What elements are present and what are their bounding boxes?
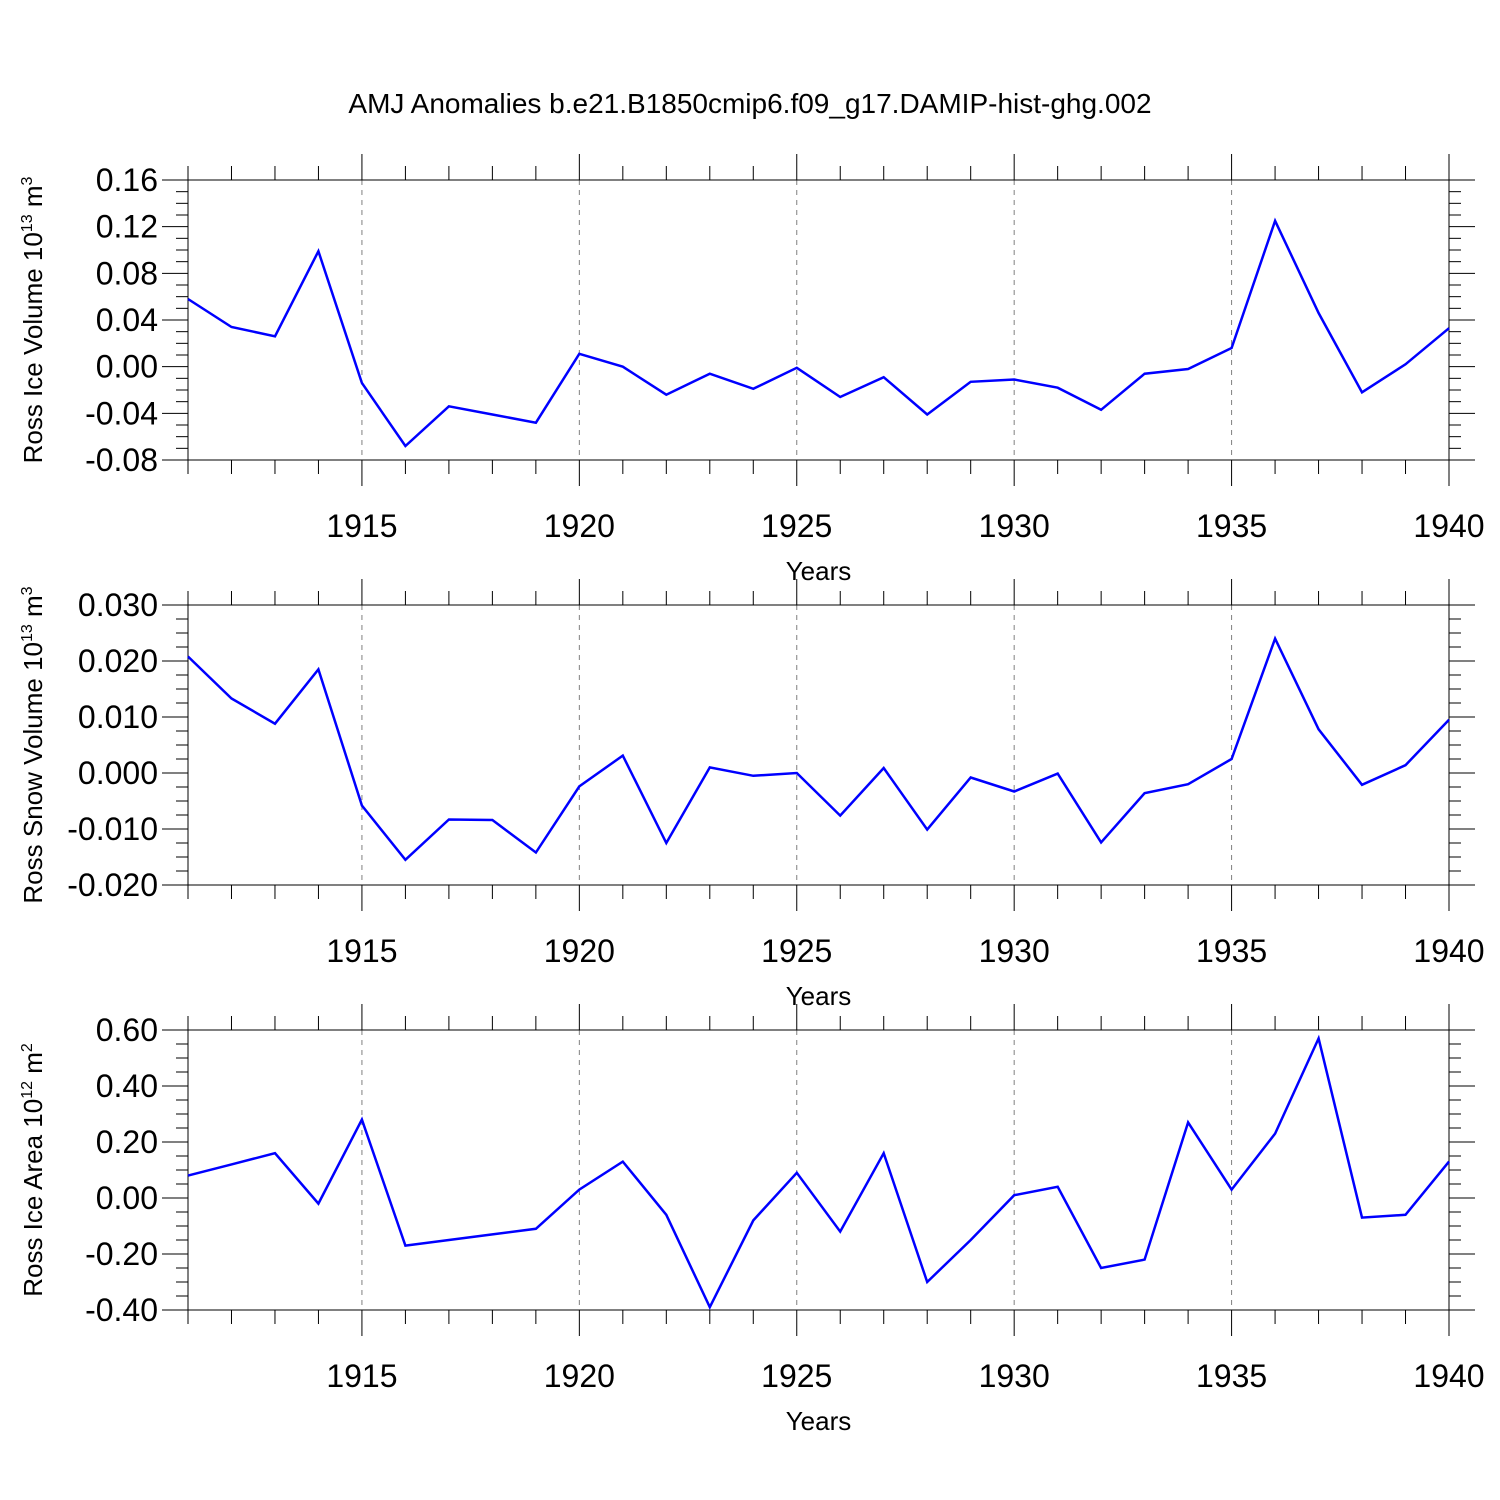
- xtick-label: 1935: [1196, 508, 1267, 544]
- x-axis-label: Years: [786, 1406, 852, 1436]
- ytick-label: 0.60: [96, 1012, 158, 1048]
- ytick-label: 0.16: [96, 162, 158, 198]
- ytick-label: 0.00: [96, 349, 158, 385]
- xtick-label: 1915: [326, 508, 397, 544]
- ytick-label: 0.08: [96, 255, 158, 291]
- xtick-label: 1925: [761, 508, 832, 544]
- ytick-label: -0.010: [67, 811, 158, 847]
- xtick-label: 1935: [1196, 933, 1267, 969]
- ytick-label: -0.020: [67, 867, 158, 903]
- chart-title: AMJ Anomalies b.e21.B1850cmip6.f09_g17.D…: [348, 88, 1152, 119]
- ytick-label: -0.08: [85, 442, 158, 478]
- ytick-label: 0.20: [96, 1124, 158, 1160]
- ytick-label: -0.40: [85, 1292, 158, 1328]
- xtick-label: 1925: [761, 1358, 832, 1394]
- xtick-label: 1920: [544, 1358, 615, 1394]
- xtick-label: 1940: [1413, 508, 1484, 544]
- y-axis-label: Ross Snow Volume 1013 m3: [18, 586, 48, 903]
- xtick-label: 1920: [544, 508, 615, 544]
- xtick-label: 1925: [761, 933, 832, 969]
- y-axis-label: Ross Ice Volume 1013 m3: [18, 176, 48, 463]
- ytick-label: 0.00: [96, 1180, 158, 1216]
- plot-frame: [187, 604, 1450, 886]
- xtick-label: 1915: [326, 1358, 397, 1394]
- xtick-label: 1935: [1196, 1358, 1267, 1394]
- x-axis-label: Years: [786, 981, 852, 1011]
- panel-ross-snow-volume: -0.020 -0.010 0.000 0.010 0.020 0.030 1915 1920…: [18, 579, 1485, 1011]
- y-axis-label: Ross Ice Area 1012 m2: [18, 1043, 48, 1297]
- xtick-label: 1920: [544, 933, 615, 969]
- x-axis-label: Years: [786, 556, 852, 586]
- xtick-label: 1930: [979, 1358, 1050, 1394]
- ytick-label: 0.12: [96, 209, 158, 245]
- ytick-label: 0.04: [96, 302, 158, 338]
- plot-frame: [187, 1029, 1450, 1311]
- panel-ross-ice-volume: -0.08 -0.04 0.00 0.04 0.08 0.12 0.16 1915 1920 19…: [18, 154, 1485, 586]
- ytick-label: -0.04: [85, 395, 158, 431]
- panel-ross-ice-area: -0.40 -0.20 0.00 0.20 0.40 0.60 1915 1920 1925 19…: [18, 1004, 1485, 1436]
- series-line: [187, 1034, 1450, 1311]
- ytick-label: 0.030: [78, 587, 158, 623]
- series-line: [187, 217, 1450, 448]
- ytick-label: 0.000: [78, 755, 158, 791]
- xtick-label: 1930: [979, 933, 1050, 969]
- xtick-label: 1930: [979, 508, 1050, 544]
- xtick-label: 1940: [1413, 1358, 1484, 1394]
- ytick-label: 0.020: [78, 643, 158, 679]
- xtick-label: 1915: [326, 933, 397, 969]
- xtick-label: 1940: [1413, 933, 1484, 969]
- ytick-label: 0.010: [78, 699, 158, 735]
- ytick-label: 0.40: [96, 1068, 158, 1104]
- ytick-label: -0.20: [85, 1236, 158, 1272]
- series-line: [187, 635, 1450, 862]
- plot-frame: [187, 179, 1450, 461]
